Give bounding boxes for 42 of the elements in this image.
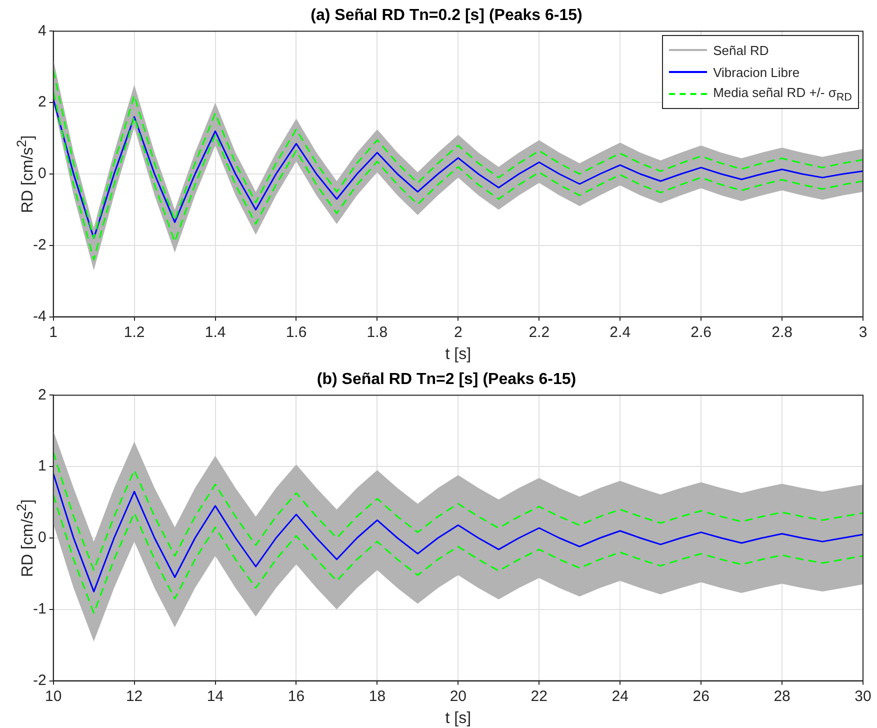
x-tick-label: 1.8 — [366, 324, 388, 341]
x-tick-label: 22 — [530, 688, 548, 705]
x-tick-label: 24 — [612, 688, 628, 705]
line-series — [53, 70, 863, 240]
x-tick-label: 3 — [858, 324, 868, 341]
y-tick-label: 2 — [38, 386, 46, 404]
y-tick-label: 1 — [38, 458, 46, 475]
legend-label: Señal RD — [713, 42, 769, 58]
x-tick-label: 26 — [692, 688, 710, 705]
x-tick-label: 30 — [854, 688, 872, 705]
line-series — [53, 494, 863, 614]
x-tick-label: 1.6 — [286, 324, 307, 341]
x-tick-label: 16 — [288, 688, 305, 705]
x-axis-title: t [s] — [445, 346, 472, 363]
chart-title: (b) Señal RD Tn=2 [s] (Peaks 6-15) — [316, 371, 576, 388]
x-tick-label: 2.8 — [772, 324, 792, 341]
x-tick-label: 2 — [454, 324, 462, 341]
legend-label: Media señal RD +/- σ$_{RD}$ — [713, 84, 852, 104]
y-tick-label: -1 — [32, 600, 46, 618]
x-tick-label: 1.4 — [204, 324, 226, 341]
x-axis-title: t [s] — [445, 710, 472, 727]
x-tick-label: 1.2 — [124, 324, 145, 341]
y-tick-label: 0 — [38, 529, 46, 546]
x-tick-label: 28 — [774, 688, 790, 705]
chart-title: (a) Señal RD Tn=0.2 [s] (Peaks 6-15) — [310, 7, 582, 24]
x-tick-label: 2.4 — [610, 324, 631, 341]
x-tick-label: 18 — [368, 688, 386, 705]
x-tick-label: 10 — [44, 688, 62, 705]
legend-label: Vibracion Libre — [713, 64, 800, 80]
y-tick-label: 2 — [38, 94, 46, 111]
y-tick-label: 0 — [38, 165, 46, 182]
x-tick-label: 20 — [450, 688, 467, 705]
y-tick-label: -2 — [32, 236, 46, 254]
x-tick-label: 2.2 — [528, 324, 550, 341]
y-tick-label: -2 — [32, 672, 46, 689]
x-tick-label: 12 — [126, 688, 143, 705]
x-tick-label: 2.6 — [690, 324, 712, 341]
y-tick-label: -4 — [32, 308, 46, 325]
line-series — [53, 452, 863, 571]
y-tick-label: 4 — [38, 22, 46, 40]
x-tick-label: 1 — [49, 324, 58, 341]
x-tick-label: 14 — [206, 688, 224, 705]
